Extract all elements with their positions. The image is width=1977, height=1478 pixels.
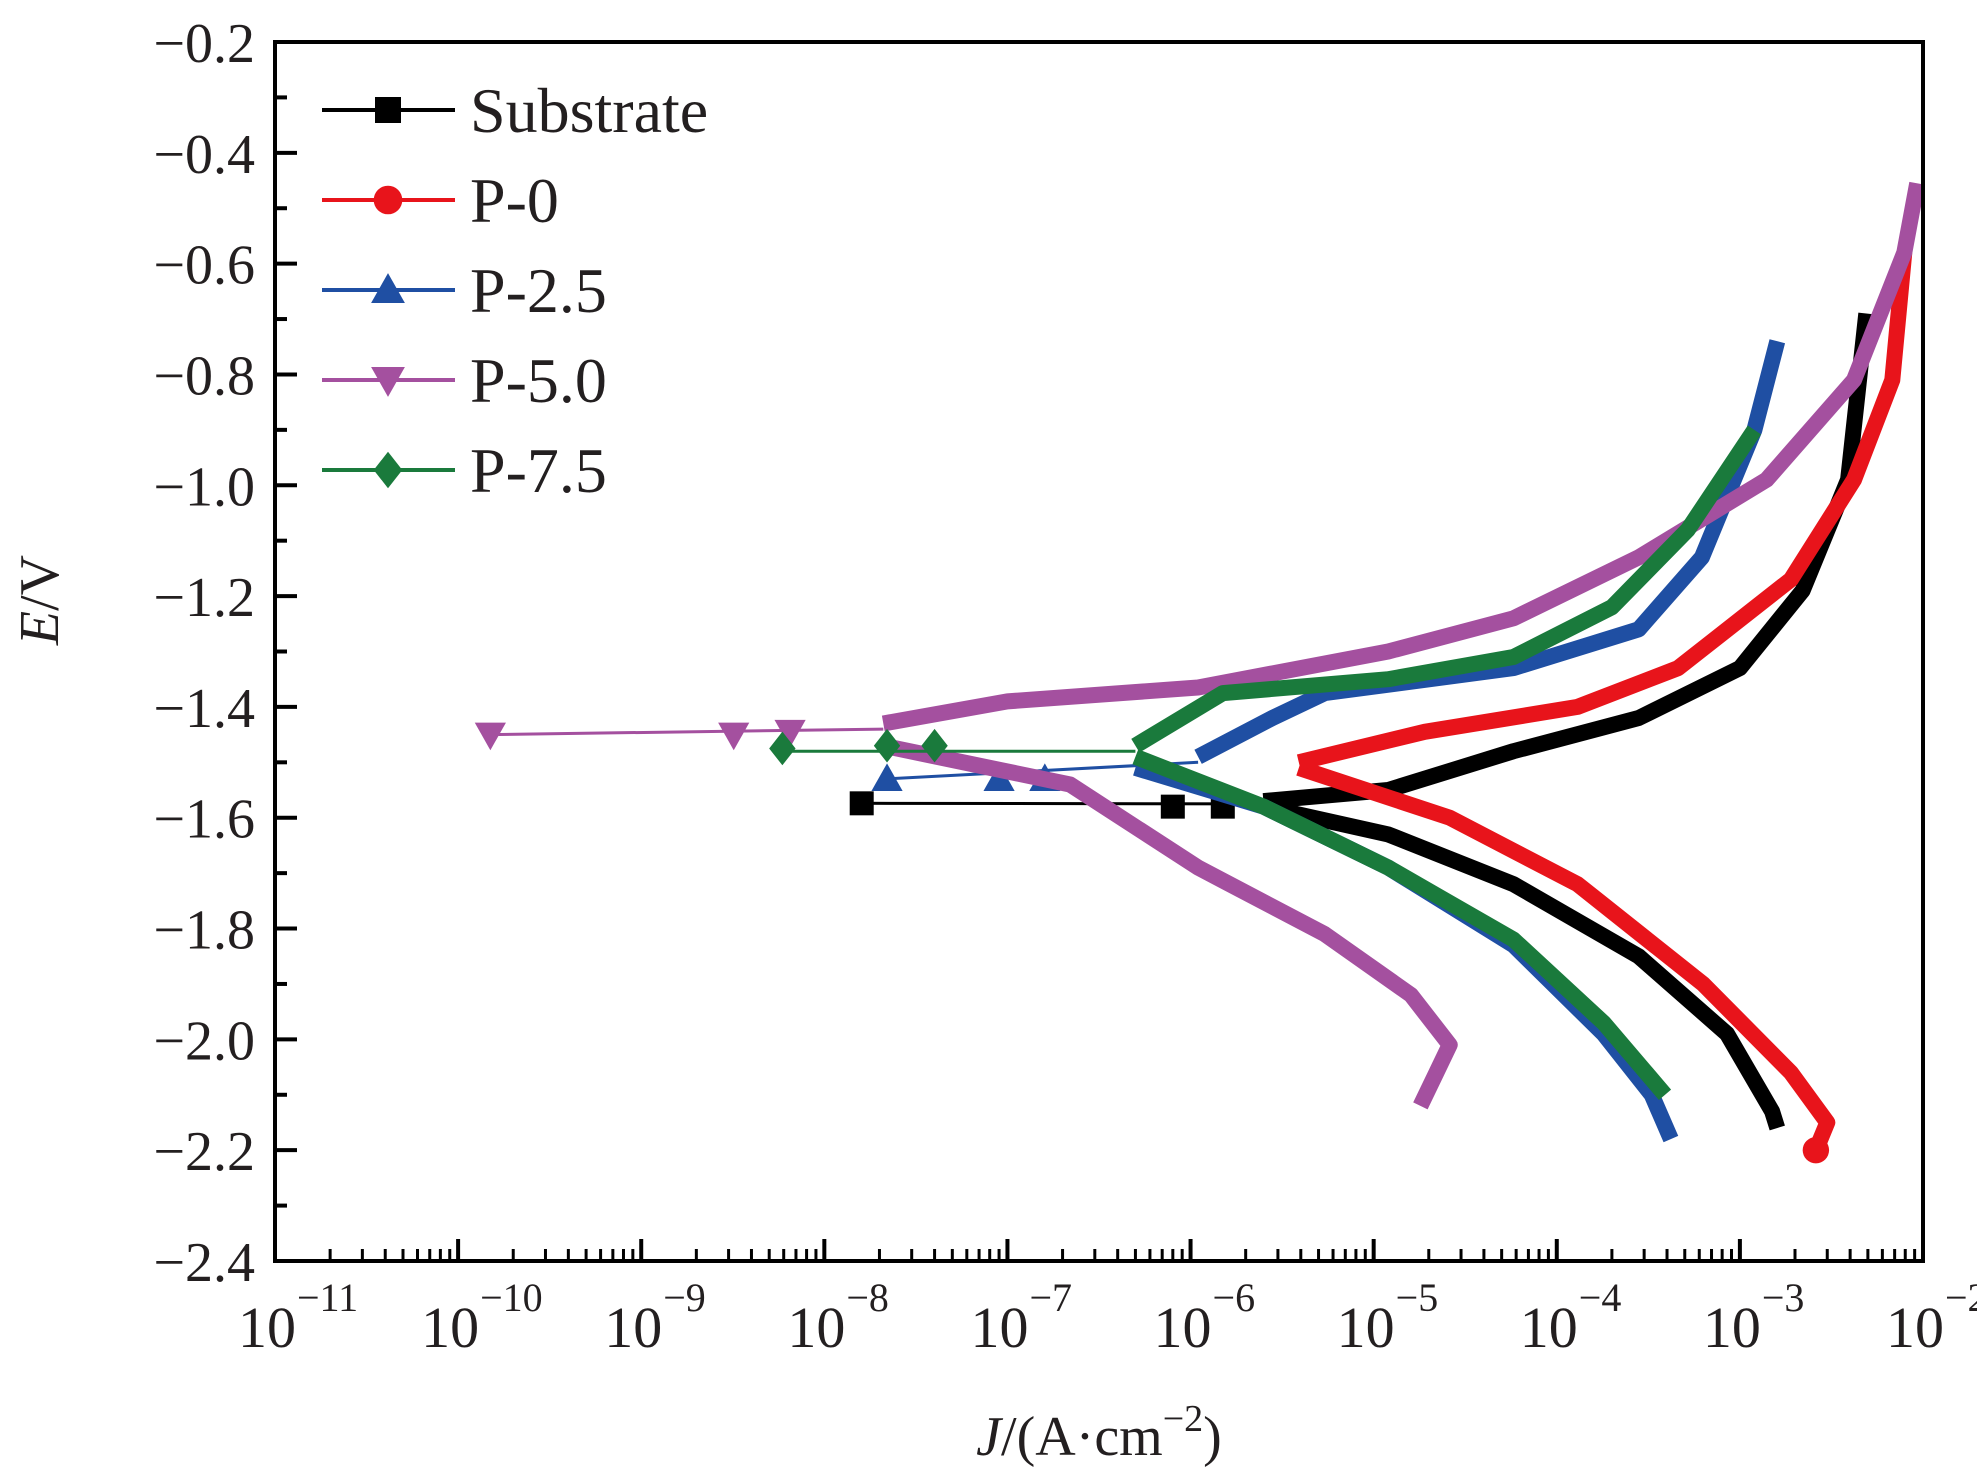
y-tick-label: −1.0 xyxy=(153,456,255,518)
series-p-2.5 xyxy=(871,339,1786,1143)
square-marker xyxy=(375,97,401,123)
cathodic-branch xyxy=(1296,760,1836,1154)
diamond-marker xyxy=(921,728,948,763)
x-tick-label: 10 xyxy=(970,1295,1028,1360)
legend-item: P-2.5 xyxy=(322,255,607,326)
circle-marker xyxy=(373,185,403,215)
x-tick-exponent: −5 xyxy=(1396,1275,1439,1320)
triangle-down-marker xyxy=(718,722,750,751)
x-tick-exponent: −4 xyxy=(1579,1275,1622,1320)
triangle-down-marker xyxy=(371,367,405,397)
triangle-up-marker xyxy=(371,273,405,303)
legend-item: P-0 xyxy=(322,165,559,236)
triangle-up-marker xyxy=(871,763,903,791)
y-tick-label: −1.8 xyxy=(153,900,255,962)
series-layer xyxy=(474,181,1926,1164)
x-tick-exponent: −6 xyxy=(1213,1275,1256,1320)
legend-label: P-2.5 xyxy=(470,255,607,326)
y-tick-label: −2.2 xyxy=(153,1121,255,1183)
square-marker xyxy=(849,791,874,816)
anodic-branch xyxy=(1262,312,1875,810)
x-tick-label: 10 xyxy=(1154,1295,1212,1360)
x-tick-exponent: −3 xyxy=(1762,1275,1805,1320)
y-tick-label: −2.4 xyxy=(153,1232,255,1294)
x-tick-label: 10 xyxy=(787,1295,845,1360)
diamond-marker xyxy=(769,731,796,766)
y-tick-label: −1.4 xyxy=(153,678,255,740)
y-tick-label: −1.2 xyxy=(153,567,255,629)
x-tick-label: 10 xyxy=(421,1295,479,1360)
x-tick-exponent: −2 xyxy=(1945,1275,1977,1320)
legend-item: P-5.0 xyxy=(322,345,607,416)
x-tick-exponent: −10 xyxy=(480,1275,543,1320)
series-tail-line xyxy=(861,801,1264,806)
series-p-5.0 xyxy=(474,181,1926,1110)
x-axis-label: J/(A·cm−2) xyxy=(976,1398,1222,1468)
x-tick-label: 10 xyxy=(604,1295,662,1360)
anodic-branch xyxy=(1296,251,1913,771)
x-tick-label: 10 xyxy=(1886,1295,1944,1360)
legend-label: P-0 xyxy=(470,165,559,236)
x-tick-label: 10 xyxy=(238,1295,296,1360)
cathodic-branch xyxy=(881,737,1458,1110)
ticks-layer: −0.2 −0.4 −0.6 −0.8 −1.0 −1.2 −1.4 −1.6 −1.8 −2.0… xyxy=(153,13,1977,1360)
x-tick-exponent: −11 xyxy=(297,1275,358,1320)
y-axis-label: E/V xyxy=(9,555,71,646)
anodic-branch xyxy=(1131,425,1762,753)
y-tick-label: −1.6 xyxy=(153,789,255,851)
triangle-down-marker xyxy=(474,722,506,751)
diamond-marker xyxy=(373,451,403,489)
cathodic-branch xyxy=(1133,760,1679,1143)
anodic-branch xyxy=(881,181,1926,732)
triangle-down-marker xyxy=(774,719,806,748)
y-tick-label: −0.8 xyxy=(153,345,255,407)
series-tail-line xyxy=(490,727,884,737)
y-tick-label: −2.0 xyxy=(153,1010,255,1072)
series-p-0 xyxy=(1296,251,1913,1164)
cathodic-branch xyxy=(1132,749,1672,1100)
y-tick-label: −0.4 xyxy=(153,124,255,186)
series-p-7.5 xyxy=(769,425,1762,1100)
y-tick-label: −0.2 xyxy=(153,13,255,75)
circle-marker xyxy=(1802,1136,1830,1164)
legend-item: Substrate xyxy=(322,75,708,146)
legend-label: P-5.0 xyxy=(470,345,607,416)
legend-label: Substrate xyxy=(470,75,708,146)
y-tick-label: −0.6 xyxy=(153,235,255,297)
x-tick-label: 10 xyxy=(1337,1295,1395,1360)
square-marker xyxy=(1160,794,1185,819)
legend: Substrate P-0 P-2.5 P-5.0 P-7.5 xyxy=(322,75,708,506)
x-tick-exponent: −7 xyxy=(1029,1275,1072,1320)
x-tick-exponent: −9 xyxy=(663,1275,706,1320)
diamond-marker xyxy=(873,728,901,763)
x-tick-label: 10 xyxy=(1703,1295,1761,1360)
x-tick-exponent: −8 xyxy=(846,1275,889,1320)
x-tick-label: 10 xyxy=(1520,1295,1578,1360)
legend-label: P-7.5 xyxy=(470,435,607,506)
legend-item: P-7.5 xyxy=(322,435,607,506)
cathodic-branch xyxy=(1261,798,1785,1131)
